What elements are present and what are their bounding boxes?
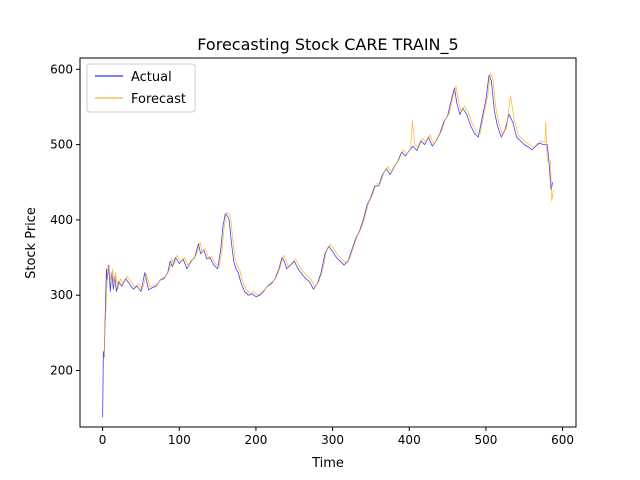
plot-area — [80, 58, 576, 427]
x-tick-label: 400 — [398, 433, 421, 447]
y-tick-label: 600 — [50, 62, 73, 76]
series-layer — [102, 72, 554, 418]
x-tick-label: 200 — [244, 433, 267, 447]
x-tick-label: 0 — [99, 433, 107, 447]
y-tick-label: 200 — [50, 364, 73, 378]
x-axis-label: Time — [311, 456, 344, 471]
legend-label-actual: Actual — [131, 70, 172, 85]
series-line-forecast — [103, 72, 554, 356]
x-tick-label: 300 — [321, 433, 344, 447]
x-tick-label: 100 — [168, 433, 191, 447]
legend-label-forecast: Forecast — [131, 92, 186, 107]
legend: Actual Forecast — [86, 63, 196, 113]
chart-title: Forecasting Stock CARE TRAIN_5 — [197, 35, 458, 55]
x-tick-label: 600 — [551, 433, 574, 447]
y-tick-label: 300 — [50, 288, 73, 302]
x-tick-label: 500 — [474, 433, 497, 447]
y-axis-label: Stock Price — [24, 207, 39, 279]
y-tick-label: 500 — [50, 138, 73, 152]
y-tick-label: 400 — [50, 213, 73, 227]
tick-layer: 0 100 200 300 400 500 600 200 300 400 500 600 — [50, 62, 574, 447]
plot-frame — [79, 57, 577, 428]
